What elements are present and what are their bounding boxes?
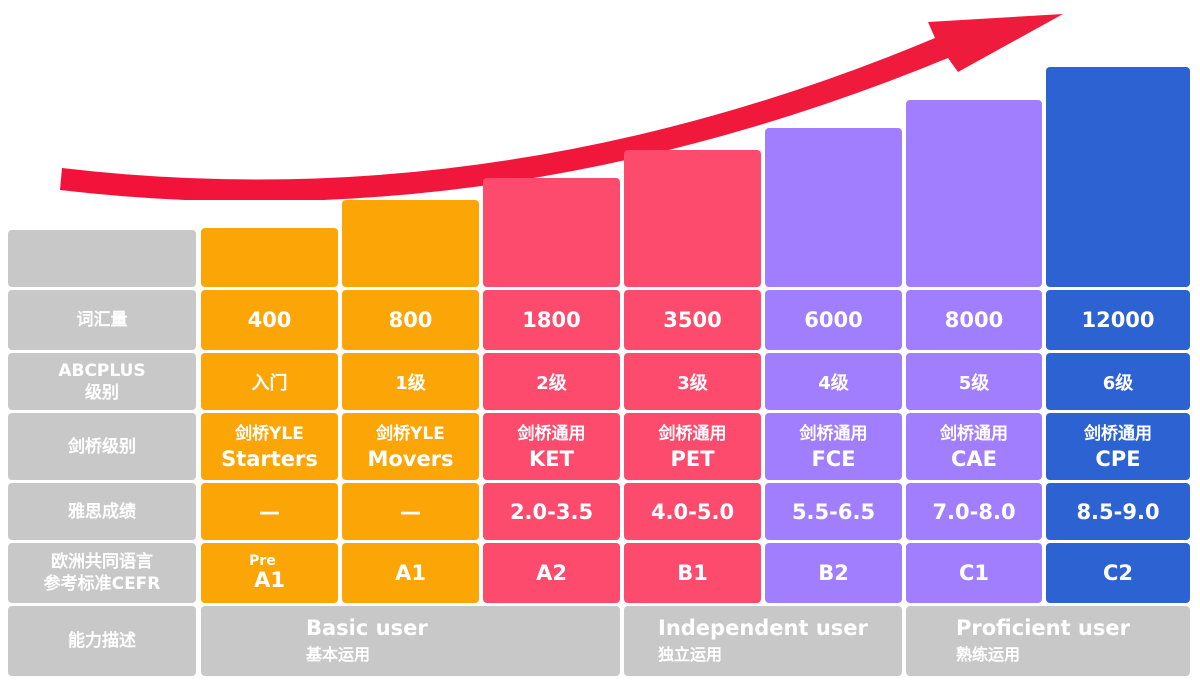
cambridge-level: 剑桥通用 KET [483, 413, 620, 480]
row-header-abcplus-line1: ABCPLUS [58, 360, 146, 381]
level-bar-top [624, 150, 761, 287]
cefr-value: C1 [906, 543, 1042, 603]
ielts-score: 8.5-9.0 [1046, 483, 1190, 540]
vocab-value: 800 [342, 290, 479, 350]
level-bar-top [1046, 67, 1190, 287]
row-header-abcplus-line2: 级别 [85, 382, 119, 403]
vocab-value: 6000 [765, 290, 902, 350]
level-bar-top [765, 128, 902, 287]
cefr-value: C2 [1046, 543, 1190, 603]
vocab-value: 8000 [906, 290, 1042, 350]
cambridge-series: 剑桥通用 [1084, 423, 1152, 444]
ability-proficient-user: Proficient user 熟练运用 [906, 606, 1190, 676]
ability-en: Independent user [658, 616, 868, 640]
cambridge-level: 剑桥通用 PET [624, 413, 761, 480]
abcplus-level: 4级 [765, 353, 902, 410]
ability-zh: 独立运用 [658, 645, 723, 664]
cambridge-level: 剑桥通用 FCE [765, 413, 902, 480]
ielts-score: 7.0-8.0 [906, 483, 1042, 540]
cambridge-exam: Starters [221, 446, 318, 471]
growth-arrow-icon [60, 14, 1063, 200]
ielts-score: 4.0-5.0 [624, 483, 761, 540]
level-bar-top [906, 100, 1042, 287]
cambridge-series: 剑桥通用 [799, 423, 868, 444]
vocab-value: 12000 [1046, 290, 1190, 350]
cambridge-exam: KET [529, 446, 574, 471]
cambridge-level: 剑桥通用 CAE [906, 413, 1042, 480]
cefr-pre-label: Pre [249, 553, 276, 569]
abcplus-level: 3级 [624, 353, 761, 410]
abcplus-level: 6级 [1046, 353, 1190, 410]
row-header-ability: 能力描述 [8, 606, 196, 676]
cambridge-exam: FCE [811, 446, 856, 471]
row-header-cefr-line1: 欧洲共同语言 [51, 552, 153, 572]
abcplus-level: 入门 [201, 353, 338, 410]
cefr-value: A1 [254, 568, 285, 592]
ability-basic-user: Basic user 基本运用 [201, 606, 620, 676]
cambridge-level: 剑桥YLE Starters [201, 413, 338, 480]
ability-independent-user: Independent user 独立运用 [624, 606, 902, 676]
cefr-value: A1 [342, 543, 479, 603]
row-header-cambridge: 剑桥级别 [8, 413, 196, 480]
row-header-cefr: 欧洲共同语言 参考标准CEFR [8, 543, 196, 603]
cefr-value: A2 [483, 543, 620, 603]
row-header-abcplus: ABCPLUS 级别 [8, 353, 196, 410]
vocab-value: 1800 [483, 290, 620, 350]
vocab-value: 3500 [624, 290, 761, 350]
row-header-cefr-line2: 参考标准CEFR [43, 574, 161, 594]
cambridge-exam: CAE [950, 446, 997, 471]
cefr-value: B1 [624, 543, 761, 603]
ability-en: Basic user [306, 616, 428, 640]
level-bar-top [201, 228, 338, 287]
cambridge-series: 剑桥YLE [235, 423, 304, 444]
cambridge-series: 剑桥通用 [940, 423, 1008, 444]
cambridge-level: 剑桥YLE Movers [342, 413, 479, 480]
header-top-blank [8, 230, 196, 287]
cambridge-series: 剑桥通用 [658, 423, 727, 444]
ielts-score: — [342, 483, 479, 540]
ability-zh: 熟练运用 [956, 645, 1021, 664]
cambridge-series: 剑桥通用 [517, 423, 586, 444]
ability-zh: 基本运用 [306, 645, 371, 664]
ielts-score: 2.0-3.5 [483, 483, 620, 540]
cefr-level: Pre A1 [201, 543, 338, 603]
cambridge-exam: Movers [367, 446, 454, 471]
cambridge-level: 剑桥通用 CPE [1046, 413, 1190, 480]
level-bar-top [342, 200, 479, 287]
vocab-value: 400 [201, 290, 338, 350]
ielts-score: 5.5-6.5 [765, 483, 902, 540]
ielts-score: — [201, 483, 338, 540]
ability-en: Proficient user [956, 616, 1130, 640]
cambridge-exam: PET [670, 446, 715, 471]
row-header-ielts: 雅思成绩 [8, 483, 196, 540]
abcplus-level: 2级 [483, 353, 620, 410]
row-header-vocab: 词汇量 [8, 290, 196, 350]
cambridge-series: 剑桥YLE [376, 423, 445, 444]
cambridge-exam: CPE [1095, 446, 1141, 471]
abcplus-level: 5级 [906, 353, 1042, 410]
cefr-value: B2 [765, 543, 902, 603]
level-bar-top [483, 178, 620, 287]
abcplus-level: 1级 [342, 353, 479, 410]
